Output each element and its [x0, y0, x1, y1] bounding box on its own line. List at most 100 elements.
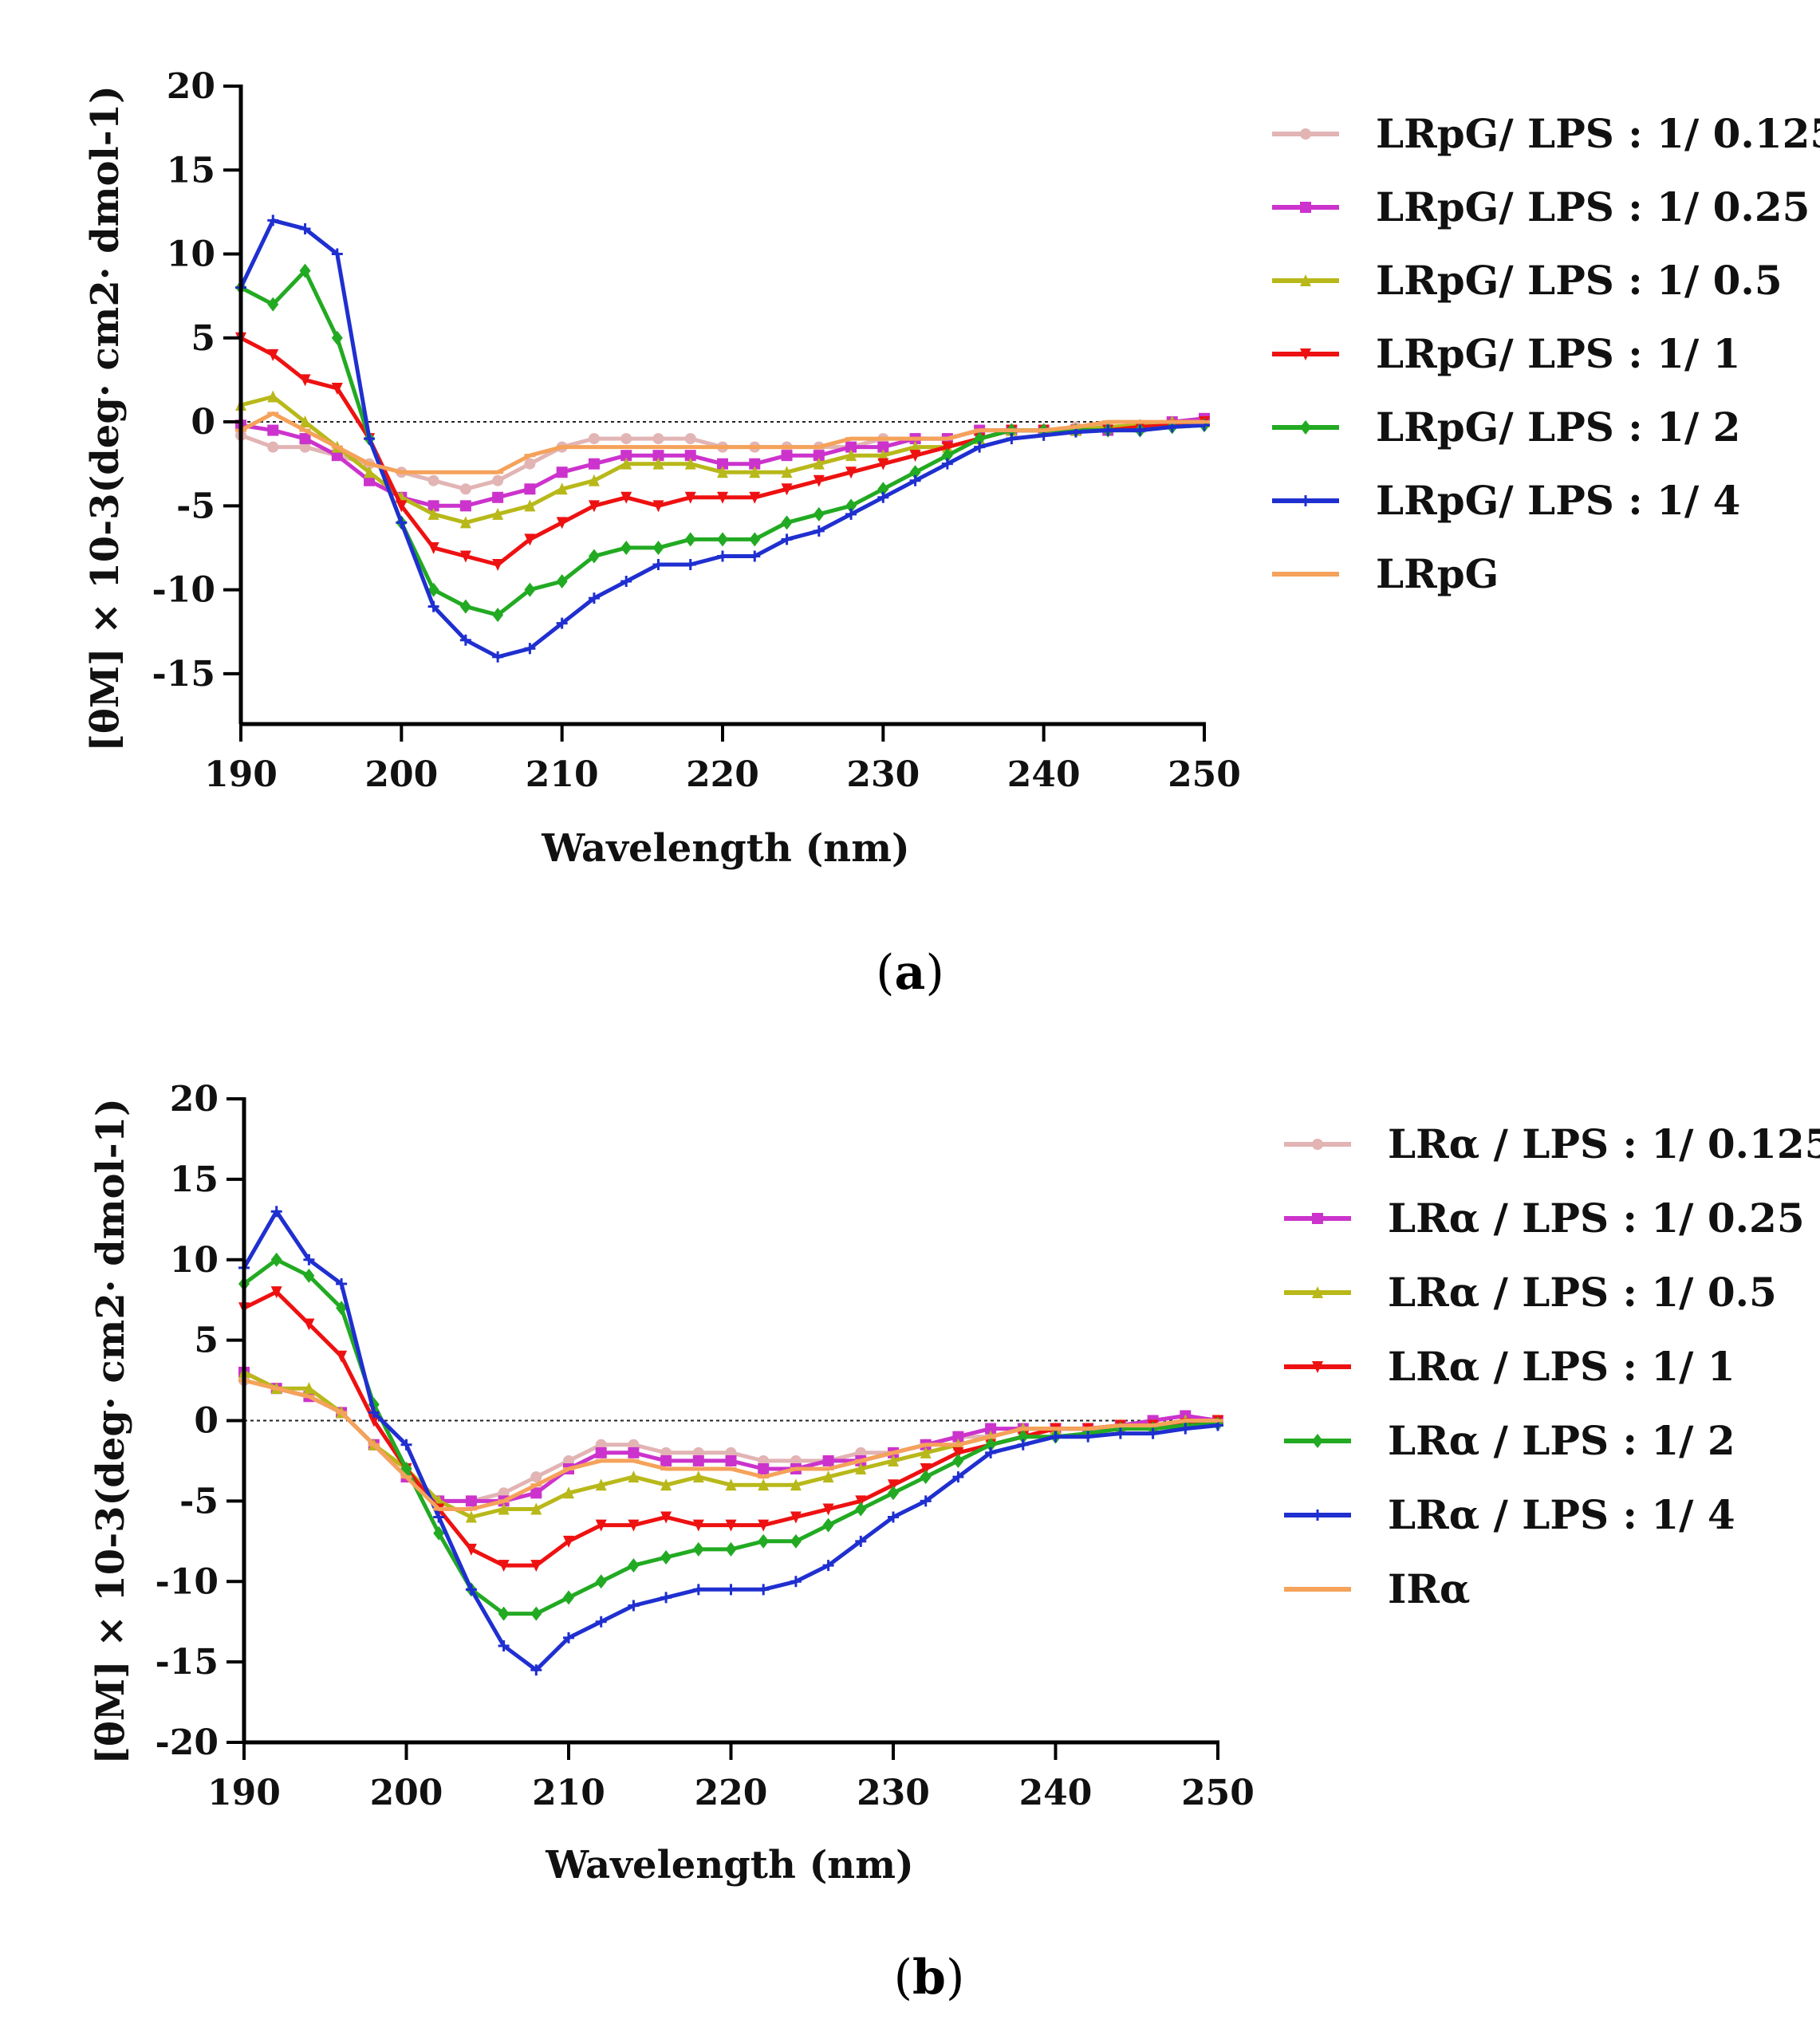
- panel-b-series-6-point: [888, 1511, 899, 1523]
- panel-a-series-1-point: [524, 458, 536, 470]
- panel-b-series-3-point: [660, 1478, 672, 1491]
- panel-b-series-7-point: [952, 1443, 964, 1447]
- panel-a-series-1-point: [620, 433, 632, 445]
- panel-b-series-4-point: [920, 1463, 932, 1476]
- panel-a-legend-label: LRpG/ LPS : 1/ 1: [1376, 330, 1740, 377]
- panel-b-series-5-point: [628, 1558, 640, 1573]
- panel-b-series-5-point: [336, 1301, 348, 1316]
- panel-a-legend-marker: [1300, 128, 1311, 140]
- panel-b-y-tick-label: 20: [170, 1079, 219, 1120]
- panel-b-series-2-point: [758, 1463, 770, 1475]
- panel-b-legend-item-1: LRα / LPS : 1/ 0.125: [1284, 1120, 1820, 1167]
- panel-a-legend-label: LRpG: [1376, 550, 1499, 597]
- panel-a-y-tick-label: 10: [167, 234, 215, 275]
- panel-a-series-3-point: [717, 466, 728, 478]
- panel-a-series-2-point: [588, 458, 600, 470]
- panel-a-legend-item-3: LRpG/ LPS : 1/ 0.5: [1272, 257, 1783, 304]
- panel-a-series-5-point: [813, 506, 825, 522]
- panel-b-series-5-point: [692, 1541, 704, 1557]
- panel-a-series-2-point: [717, 458, 728, 470]
- panel-b-series-7-point: [1147, 1423, 1159, 1427]
- panel-a-series-3-point: [909, 440, 921, 453]
- panel-a-series-7-point: [492, 470, 504, 474]
- panel-b-series-7: [238, 1378, 1223, 1511]
- panel-a-series-2-point: [492, 491, 504, 503]
- panel-a-caption-letter: a: [895, 945, 926, 1001]
- panel-a-x-tick-label: 230: [846, 754, 920, 795]
- panel-a-series-5-point: [588, 549, 600, 564]
- panel-b-series-6-point: [1147, 1427, 1159, 1439]
- panel-b-legend-item-7: IRα: [1284, 1565, 1470, 1612]
- panel-b-series-5-point: [433, 1525, 445, 1541]
- panel-a-axes: 20 15 10 5 0 -5 -10 -15 190 200 210 220 230 240 250: [152, 66, 1241, 795]
- panel-a-series-5-point: [749, 532, 761, 547]
- panel-a-series-4-point: [588, 500, 600, 513]
- panel-b-series-layer: [238, 1206, 1223, 1676]
- panel-a-legend-item-2: LRpG/ LPS : 1/ 0.25: [1272, 183, 1810, 230]
- panel-a-series-1-point: [427, 474, 439, 486]
- panel-a-series-5-point: [620, 540, 632, 555]
- panel-b-series-7-point: [692, 1467, 704, 1471]
- panel-a-y-tick-label: 0: [191, 402, 215, 443]
- panel-a-series-7-point: [684, 445, 696, 449]
- panel-a-series-2-point: [652, 450, 664, 462]
- panel-a-series-5-point: [299, 263, 311, 278]
- panel-a-series-6-point: [749, 550, 761, 562]
- panel-b-series-5-point: [303, 1268, 315, 1283]
- panel-b-series-7-point: [790, 1467, 802, 1471]
- panel-a-series-5-point: [941, 448, 953, 463]
- panel-b-series-3-point: [498, 1502, 510, 1515]
- panel-a-series-6-point: [267, 215, 279, 226]
- panel-a-series-4-point: [331, 382, 343, 395]
- panel-a-series-4-point: [845, 466, 857, 479]
- panel-b-series-2-point: [952, 1431, 964, 1443]
- panel-b-series-7-point: [855, 1458, 867, 1462]
- panel-b-y-tick-label: 5: [194, 1321, 219, 1361]
- panel-a-series-7-point: [1166, 420, 1178, 424]
- panel-b-legend-label: LRα / LPS : 1/ 0.125: [1388, 1120, 1820, 1167]
- panel-b-series-4-point: [855, 1495, 867, 1508]
- panel-b-series-7-point: [1017, 1427, 1029, 1431]
- panel-b-series-7-point: [660, 1467, 672, 1471]
- panel-a-legend: LRpG/ LPS : 1/ 0.125 LRpG/ LPS : 1/ 0.25 L…: [1272, 110, 1820, 597]
- panel-a-series-6-point: [845, 508, 857, 520]
- panel-a-y-tick-label: -15: [152, 654, 216, 695]
- panel-a-series-5-point: [556, 574, 568, 589]
- panel-b-series-6-point: [303, 1254, 315, 1266]
- panel-b-series-7-point: [563, 1467, 574, 1471]
- panel-b-series-2-point: [725, 1454, 737, 1466]
- panel-b-series-7-point: [368, 1443, 380, 1447]
- panel-b-series-3-point: [692, 1470, 704, 1483]
- panel-b-series-7-point: [303, 1395, 315, 1399]
- panel-a-legend-label: LRpG/ LPS : 1/ 2: [1376, 403, 1740, 451]
- panel-b-series-5-point: [855, 1502, 867, 1517]
- panel-a-series-3-point: [652, 457, 664, 470]
- panel-a-series-4-point: [427, 541, 439, 554]
- panel-a-series-7-point: [588, 445, 600, 449]
- panel-a-series-6-point: [427, 600, 439, 612]
- panel-a-series-6-point: [717, 550, 728, 562]
- panel-b-series-5-point: [530, 1606, 542, 1621]
- panel-a-series-4-point: [717, 491, 728, 504]
- panel-b-series-7-point: [1114, 1423, 1126, 1427]
- panel-b-series-4-point: [303, 1318, 315, 1331]
- panel-a-series-1-point: [459, 483, 471, 495]
- panel-b-series-7-point: [433, 1507, 445, 1511]
- panel-b-series-6-point: [725, 1584, 737, 1596]
- panel-a-series-4-point: [299, 374, 311, 387]
- panel-a-series-3-point: [492, 507, 504, 520]
- panel-b-series-3-point: [888, 1454, 899, 1466]
- panel-a-series-7-point: [1199, 420, 1210, 424]
- panel-a-series-1-point: [492, 474, 504, 486]
- panel-a-series-4-point: [396, 500, 408, 513]
- panel-a-series-7-point: [267, 411, 279, 415]
- panel-a-series-3-point: [267, 390, 279, 403]
- panel-a-legend-marker: [1300, 274, 1311, 286]
- panel-a-series-4-point: [492, 559, 504, 571]
- panel-b-legend-label: LRα / LPS : 1/ 4: [1388, 1491, 1735, 1538]
- panel-a-series-6-point: [941, 458, 953, 470]
- panel-a-series-4-point: [909, 450, 921, 463]
- panel-b-x-tick-label: 240: [1019, 1773, 1093, 1813]
- panel-a-series-2-point: [427, 500, 439, 512]
- panel-b-series-3-point: [822, 1470, 834, 1483]
